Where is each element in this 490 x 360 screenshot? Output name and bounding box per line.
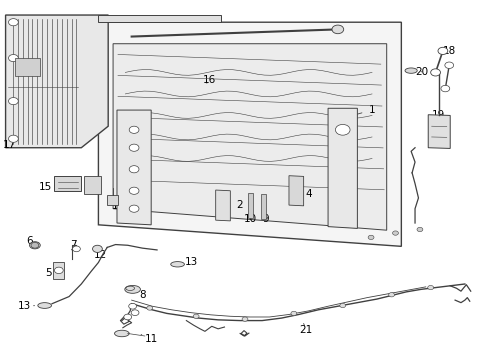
Circle shape — [445, 62, 454, 68]
Polygon shape — [84, 176, 101, 194]
Circle shape — [8, 54, 18, 62]
Polygon shape — [261, 194, 266, 220]
Polygon shape — [98, 15, 220, 22]
Polygon shape — [216, 190, 230, 221]
Circle shape — [428, 285, 434, 290]
Circle shape — [129, 144, 139, 151]
Polygon shape — [328, 108, 357, 228]
Text: 8: 8 — [136, 291, 146, 301]
Circle shape — [392, 231, 398, 235]
Polygon shape — [15, 58, 40, 76]
Polygon shape — [113, 44, 387, 230]
Circle shape — [54, 267, 63, 274]
Circle shape — [8, 98, 18, 105]
Circle shape — [438, 47, 448, 54]
Circle shape — [129, 187, 139, 194]
Text: 18: 18 — [442, 46, 456, 56]
Text: 15: 15 — [39, 182, 56, 192]
Text: 2: 2 — [228, 198, 243, 210]
Circle shape — [129, 205, 139, 212]
Circle shape — [368, 235, 374, 239]
Polygon shape — [5, 15, 108, 148]
Circle shape — [129, 303, 137, 309]
Ellipse shape — [115, 330, 129, 337]
Circle shape — [242, 317, 248, 321]
Text: 3: 3 — [129, 164, 140, 174]
Text: 6: 6 — [26, 236, 38, 246]
Text: 13: 13 — [177, 257, 198, 267]
Ellipse shape — [38, 303, 51, 309]
Circle shape — [291, 311, 297, 316]
Text: 12: 12 — [94, 249, 107, 260]
Ellipse shape — [405, 68, 417, 73]
Polygon shape — [53, 262, 64, 279]
Circle shape — [389, 293, 394, 297]
Circle shape — [417, 227, 423, 231]
Ellipse shape — [171, 262, 184, 267]
Circle shape — [441, 85, 450, 92]
Circle shape — [129, 166, 139, 173]
Text: 17: 17 — [3, 137, 16, 150]
Circle shape — [129, 126, 139, 134]
Text: 21: 21 — [299, 323, 313, 335]
Polygon shape — [117, 110, 151, 225]
Text: 4: 4 — [301, 189, 312, 199]
Text: 7: 7 — [70, 240, 76, 250]
Text: 14: 14 — [111, 201, 124, 211]
Text: 5: 5 — [45, 268, 58, 278]
Circle shape — [332, 25, 343, 34]
Text: 11: 11 — [141, 333, 158, 343]
Polygon shape — [107, 195, 118, 205]
Text: 13: 13 — [18, 301, 35, 311]
Circle shape — [340, 303, 345, 308]
Text: 9: 9 — [262, 215, 269, 224]
Text: 10: 10 — [244, 215, 256, 224]
Polygon shape — [428, 115, 450, 148]
Text: 19: 19 — [431, 111, 444, 121]
Polygon shape — [248, 193, 253, 218]
Polygon shape — [289, 176, 304, 206]
Circle shape — [8, 19, 18, 26]
Circle shape — [73, 246, 80, 252]
Circle shape — [193, 314, 199, 319]
Text: 1: 1 — [355, 105, 375, 115]
Ellipse shape — [29, 242, 40, 249]
Circle shape — [31, 242, 39, 248]
Text: 16: 16 — [203, 75, 217, 85]
Polygon shape — [54, 176, 81, 191]
Circle shape — [335, 125, 350, 135]
Ellipse shape — [125, 285, 141, 293]
Text: 20: 20 — [416, 67, 428, 77]
Circle shape — [147, 306, 153, 310]
Polygon shape — [98, 22, 401, 246]
Circle shape — [8, 135, 18, 142]
Circle shape — [431, 69, 441, 76]
Circle shape — [131, 310, 139, 316]
Circle shape — [124, 314, 132, 320]
Circle shape — [93, 245, 102, 252]
